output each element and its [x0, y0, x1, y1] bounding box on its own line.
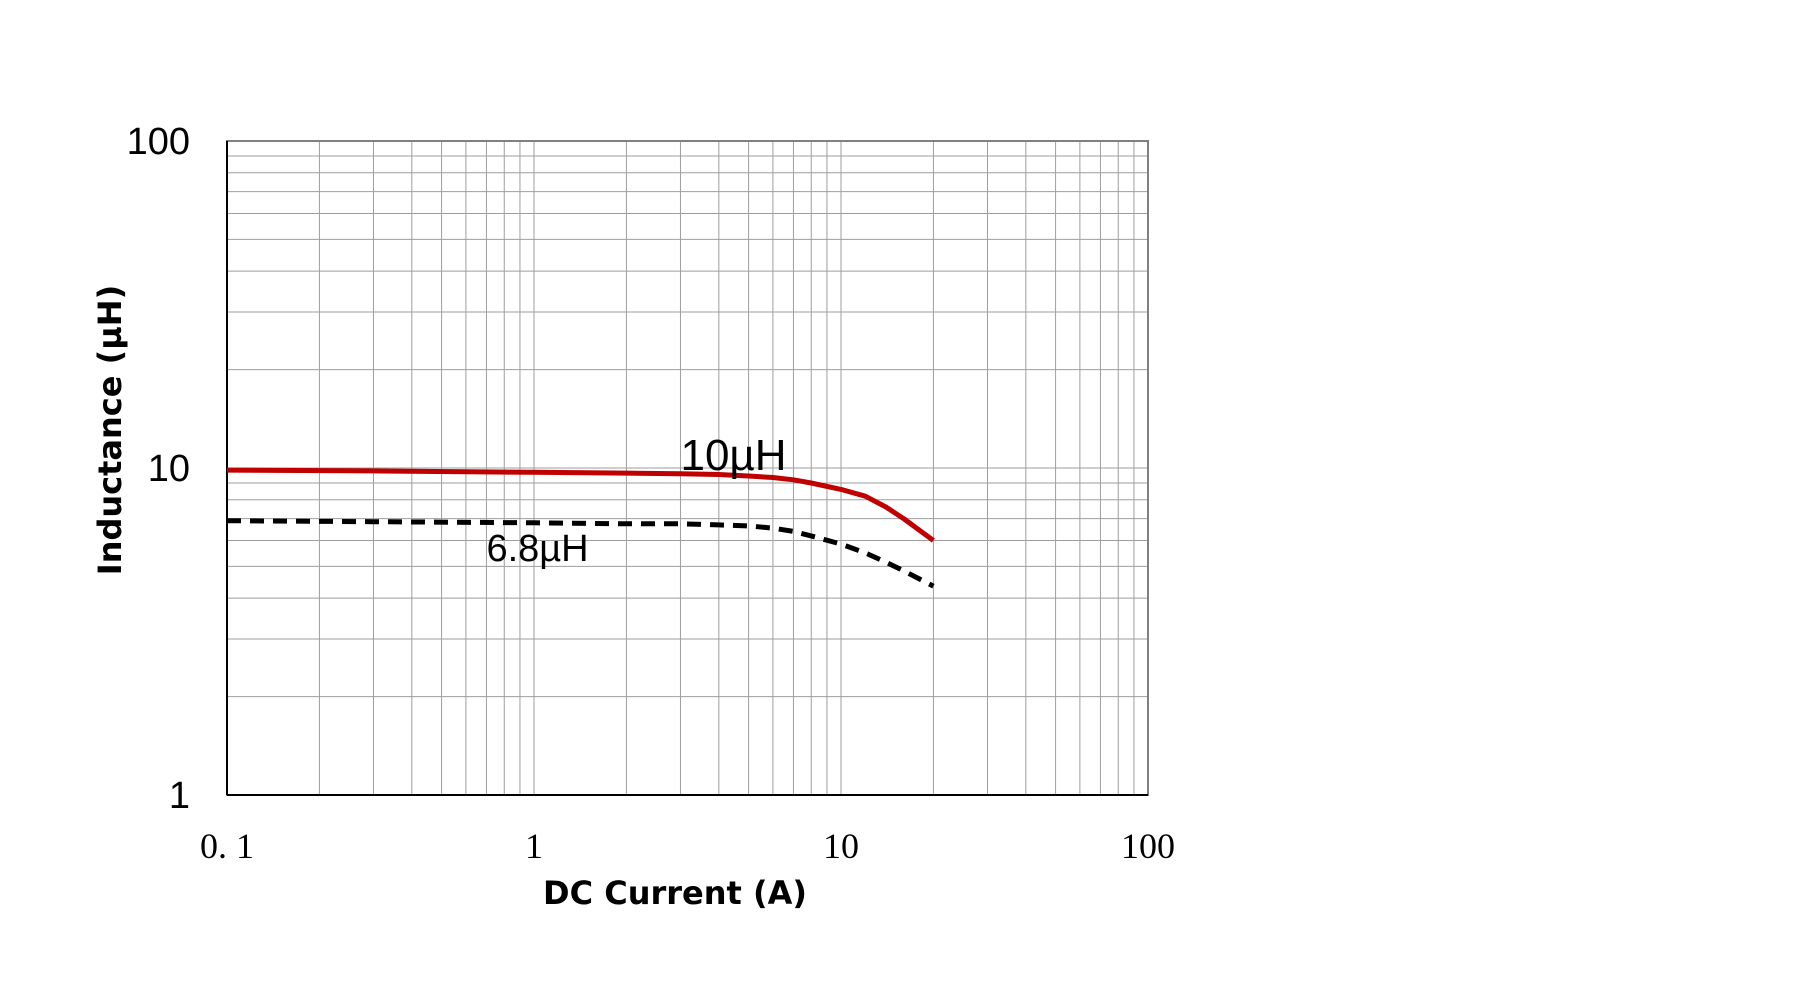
x-tick-label: 10 — [823, 826, 859, 866]
series-label-6-8uh: 6.8µH — [486, 528, 588, 570]
series-label-10uh: 10µH — [680, 431, 786, 480]
y-tick-label: 10 — [148, 448, 190, 490]
x-axis-title: DC Current (A) — [543, 874, 807, 912]
series-lines — [226, 467, 935, 589]
series-line-10uh — [226, 467, 935, 543]
series-labels: 10µH 6.8µH — [486, 431, 786, 570]
x-tick-label: 100 — [1121, 826, 1175, 866]
series-line-6-8uh — [226, 518, 935, 589]
x-tick-label: 1 — [525, 826, 543, 866]
y-tick-label: 1 — [169, 775, 190, 817]
y-tick-label: 100 — [127, 121, 190, 163]
axes — [226, 141, 1148, 796]
y-axis-title: Inductance (µH) — [91, 285, 129, 575]
x-tick-label: 0. 1 — [200, 826, 254, 866]
grid-lines — [226, 141, 1148, 796]
